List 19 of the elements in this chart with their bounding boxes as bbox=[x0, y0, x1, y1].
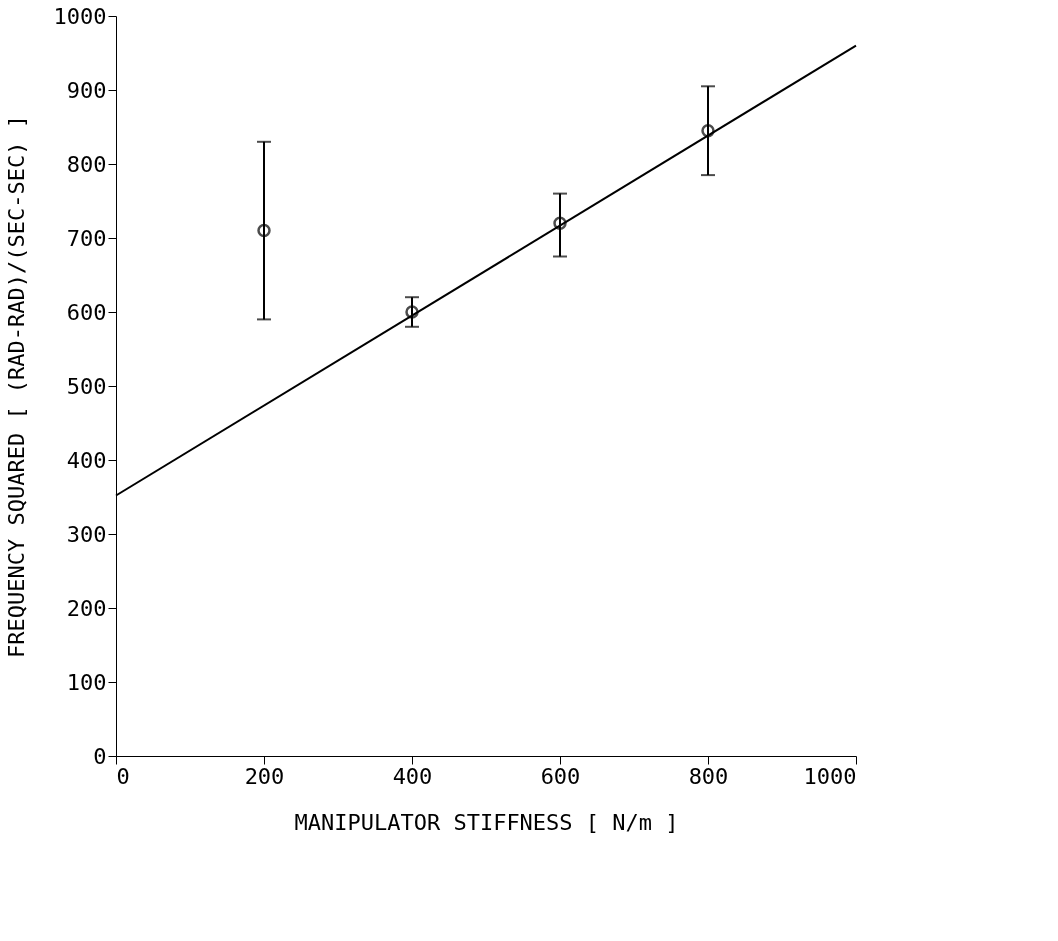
y-axis-title: FREQUENCY SQUARED [ (RAD-RAD)/(SEC-SEC) ] bbox=[3, 114, 29, 659]
y-tick-label: 100 bbox=[66, 669, 107, 695]
x-tick-label: 600 bbox=[540, 763, 581, 789]
y-tick-label: 800 bbox=[66, 151, 107, 177]
x-tick-label: 200 bbox=[244, 763, 285, 789]
y-tick-label: 0 bbox=[93, 743, 107, 769]
y-tick-label: 1000 bbox=[53, 3, 107, 29]
x-axis-title: MANIPULATOR STIFFNESS [ N/m ] bbox=[294, 809, 679, 835]
x-tick-label: 400 bbox=[392, 763, 433, 789]
y-tick-label: 600 bbox=[66, 299, 107, 325]
y-tick-label: 200 bbox=[66, 595, 107, 621]
x-tick-label: 0 bbox=[116, 763, 130, 789]
y-tick-label: 900 bbox=[66, 77, 107, 103]
y-tick-label: 700 bbox=[66, 225, 107, 251]
y-tick-label: 500 bbox=[66, 373, 107, 399]
y-tick-label: 400 bbox=[66, 447, 107, 473]
y-tick-label: 300 bbox=[66, 521, 107, 547]
x-tick-label: 800 bbox=[688, 763, 729, 789]
x-tick-label: 1000 bbox=[803, 763, 857, 789]
